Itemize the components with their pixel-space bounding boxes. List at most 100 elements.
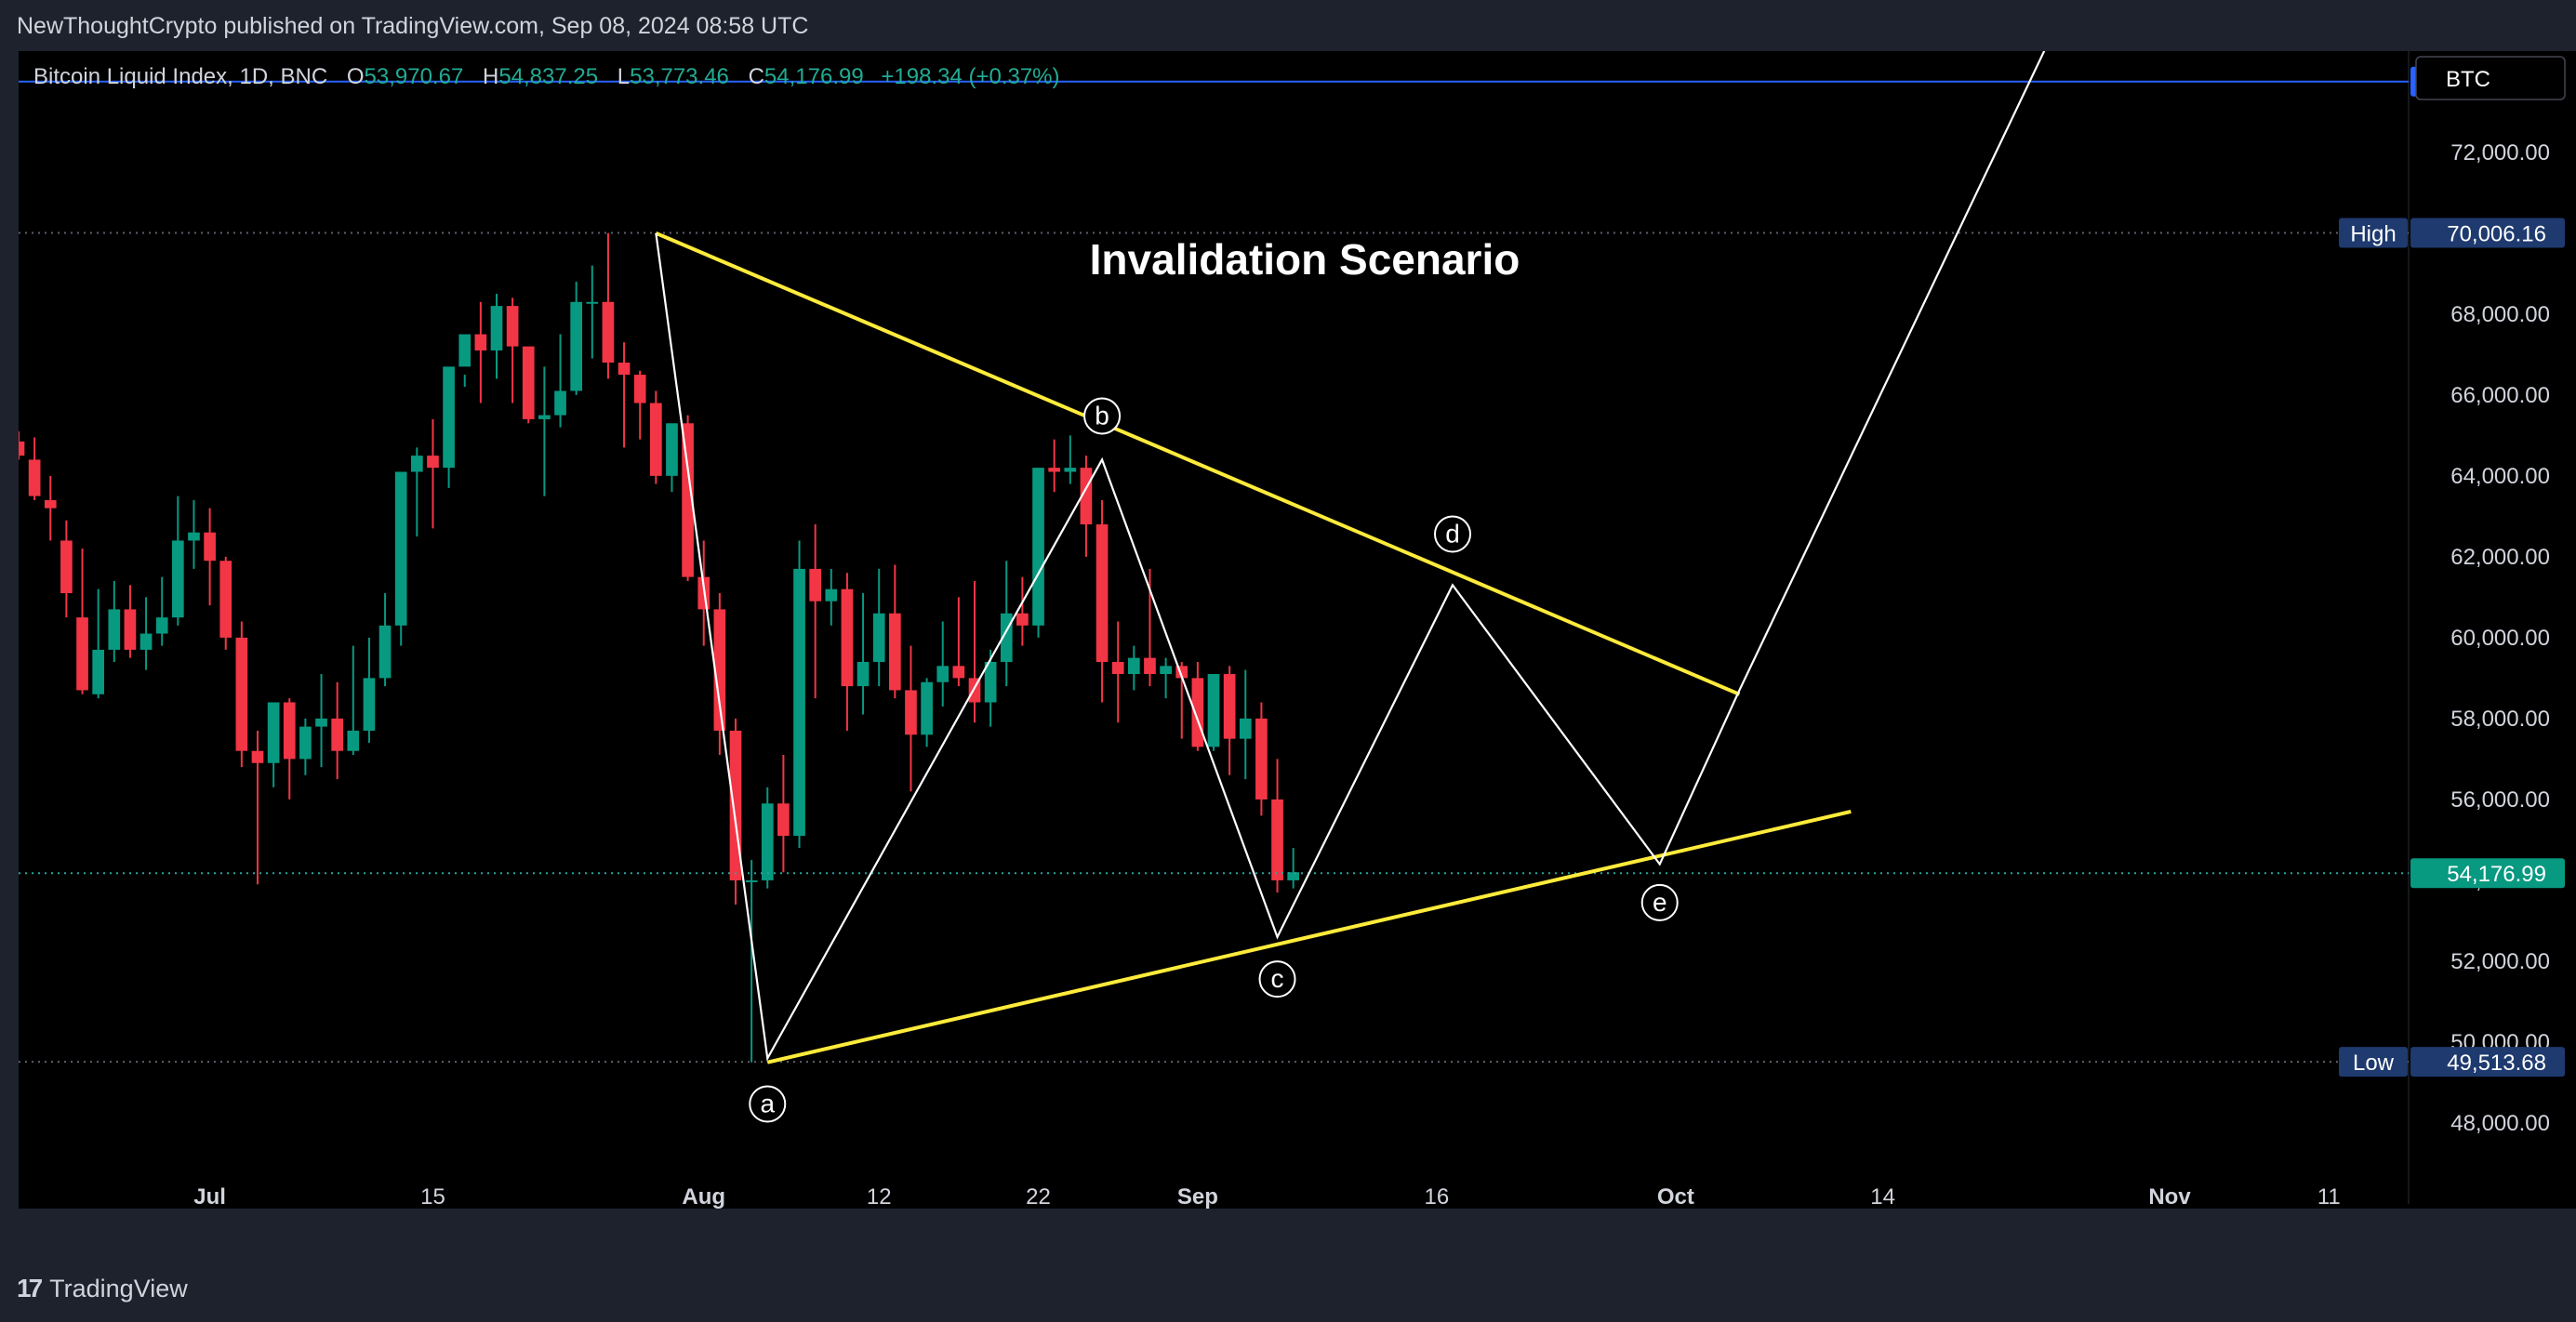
candle-body — [19, 441, 25, 456]
x-tick-label: Oct — [1657, 1184, 1694, 1209]
y-tick-label: 64,000.00 — [2450, 464, 2550, 489]
x-tick-label: Nov — [2148, 1184, 2191, 1209]
time-axis — [19, 1204, 2576, 1209]
candle-body — [44, 499, 57, 509]
candle-body — [171, 540, 184, 618]
level-tag — [2339, 218, 2408, 248]
candle-body — [554, 390, 566, 416]
chart-canvas[interactable]: 48,000.0050,000.0052,000.0054,000.0056,0… — [19, 51, 2576, 1209]
x-tick-label: Sep — [1177, 1184, 1218, 1209]
candle-body — [1048, 468, 1061, 472]
wave-label: d — [1445, 519, 1460, 548]
candle-body — [331, 718, 344, 751]
candle-body — [1095, 524, 1109, 662]
candle-body — [809, 568, 822, 602]
candle-body — [538, 415, 551, 419]
candle-body — [394, 471, 407, 626]
x-tick-label: 12 — [867, 1184, 892, 1209]
candle-body — [1111, 661, 1124, 675]
candle-body — [251, 750, 264, 763]
y-tick-label: 72,000.00 — [2450, 140, 2550, 165]
candle-body — [427, 456, 439, 469]
close-label: C — [748, 64, 764, 89]
close-value: 54,176.99 — [764, 64, 864, 89]
price-tag-label: 49,513.68 — [2447, 1051, 2546, 1076]
candle-body — [347, 730, 360, 751]
wave-label: c — [1271, 964, 1284, 993]
wave-label-circle — [1434, 515, 1471, 553]
candle-body — [235, 637, 248, 751]
candle-body — [761, 803, 774, 880]
candle-body — [1223, 674, 1236, 739]
candle-body — [28, 459, 41, 496]
low-label: L — [617, 64, 631, 89]
tradingview-brand[interactable]: 17 TradingView — [17, 1274, 188, 1303]
triangle-boundary-line — [766, 810, 1852, 1064]
candle-body — [315, 718, 327, 727]
wave-label-circle — [1083, 397, 1122, 435]
candle-body — [570, 301, 583, 391]
publisher-attribution: NewThoughtCrypto published on TradingVie… — [17, 13, 809, 39]
candle-body — [633, 375, 646, 403]
x-tick-label: 11 — [2317, 1184, 2341, 1209]
candle-body — [1144, 657, 1156, 675]
candle-body — [283, 702, 296, 760]
plot-background — [19, 51, 2409, 1204]
candle-body — [921, 681, 933, 735]
candle-body — [872, 613, 885, 662]
x-tick-label: 16 — [1425, 1184, 1450, 1209]
candle-body — [506, 306, 519, 347]
chart-title: Invalidation Scenario — [1090, 235, 1520, 284]
x-tick-label: Aug — [682, 1184, 725, 1209]
candle-body — [617, 363, 631, 376]
candle-body — [443, 366, 455, 469]
elliott-wave-path — [655, 51, 2046, 1062]
y-tick-label: 52,000.00 — [2450, 949, 2550, 974]
price-tag — [2410, 858, 2565, 889]
candle-body — [1207, 674, 1220, 747]
candle-body — [204, 532, 216, 562]
open-label: O — [346, 64, 365, 89]
candle-body — [363, 678, 376, 731]
candle-body — [649, 403, 662, 476]
candle-body — [1287, 872, 1300, 880]
wave-label: b — [1095, 401, 1109, 430]
wave-label-circle — [1258, 960, 1296, 998]
wave-label-circle — [749, 1085, 787, 1123]
candle-body — [682, 423, 694, 577]
candle-body — [856, 661, 870, 687]
level-tag — [2339, 1047, 2408, 1077]
candle-body — [219, 561, 232, 638]
open-value: 53,970.67 — [364, 64, 464, 89]
candle-body — [458, 334, 471, 367]
x-tick-label: Jul — [193, 1184, 226, 1209]
candle-body — [1239, 718, 1252, 739]
candle-body — [793, 568, 805, 837]
price-tag — [2410, 1047, 2565, 1077]
x-tick-label: 14 — [1870, 1184, 1895, 1209]
candle-body — [410, 456, 423, 472]
candle-body — [984, 661, 997, 703]
high-label: H — [482, 64, 499, 89]
candle-body — [155, 617, 168, 634]
candle-body — [108, 609, 121, 650]
y-tick-label: 60,000.00 — [2450, 626, 2550, 651]
currency-button — [2415, 56, 2566, 100]
currency-button-label: BTC — [2446, 67, 2490, 92]
level-tag-label: High — [2350, 222, 2396, 247]
price-tag-label: 70,006.16 — [2447, 222, 2546, 247]
y-tick-label: 66,000.00 — [2450, 383, 2550, 408]
price-tag-label: 54,176.99 — [2447, 862, 2546, 887]
chart-frame[interactable]: 48,000.0050,000.0052,000.0054,000.0056,0… — [19, 51, 2576, 1209]
candle-body — [713, 609, 726, 731]
candle-body — [490, 306, 503, 350]
x-tick-label: 22 — [1026, 1184, 1051, 1209]
candle-body — [602, 301, 615, 364]
candle-body — [60, 540, 73, 594]
candle-body — [1032, 468, 1044, 626]
y-tick-label: 68,000.00 — [2450, 302, 2550, 327]
change-value: +198.34 (+0.37%) — [881, 64, 1060, 89]
tradingview-logo-icon: 17 — [17, 1274, 43, 1302]
candle-body — [378, 625, 392, 679]
candle-body — [745, 879, 758, 882]
